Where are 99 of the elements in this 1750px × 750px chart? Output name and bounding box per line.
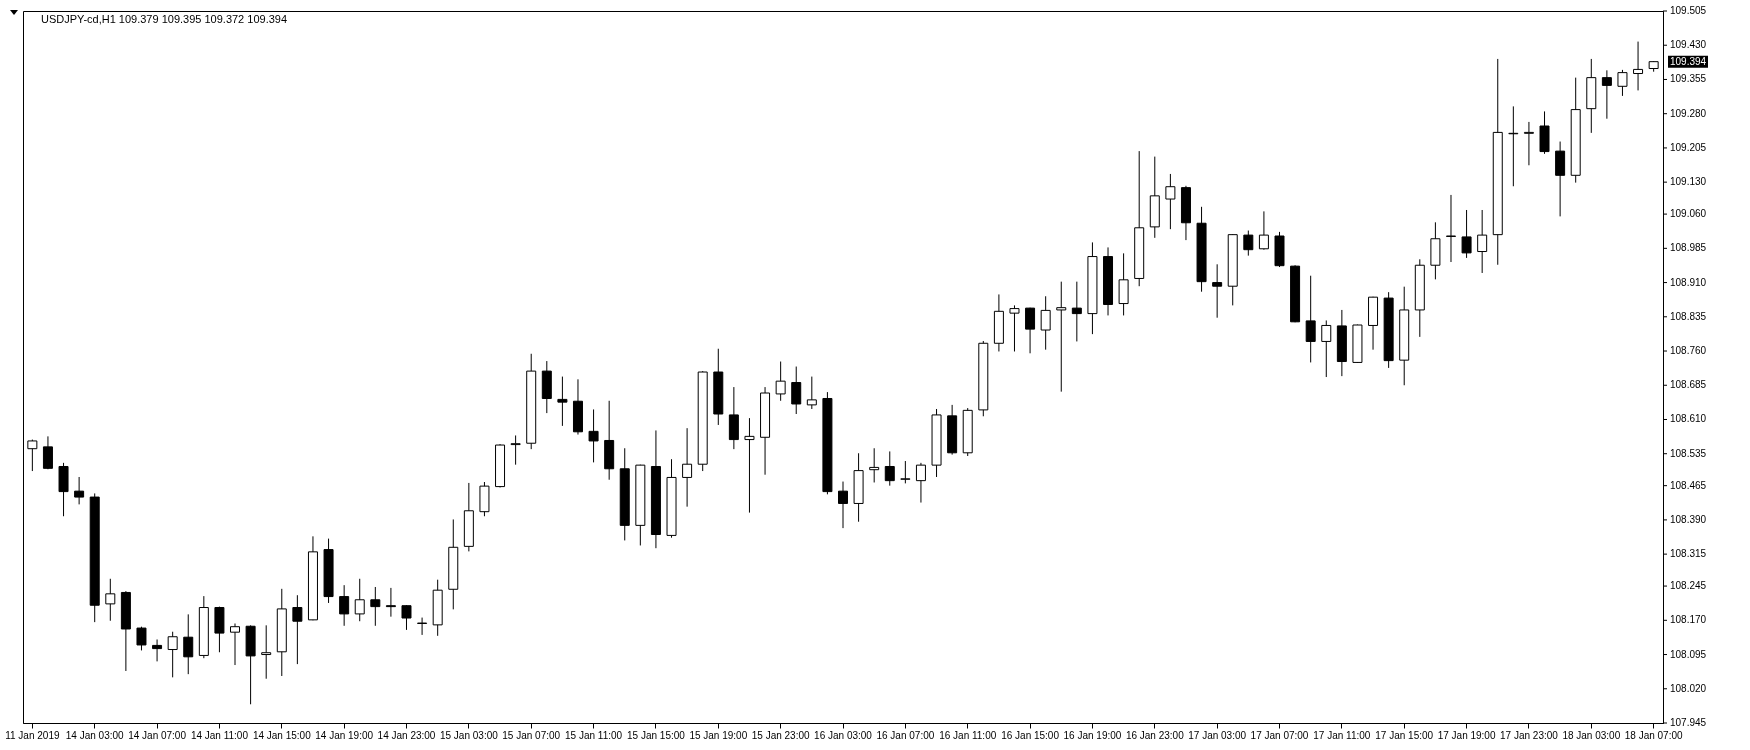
candlestick [1633,41,1644,91]
x-tick-label: 14 Jan 23:00 [377,729,436,741]
candlestick [230,623,241,666]
chart-title: USDJPY-cd,H1 109.379 109.395 109.372 109.394 [41,13,288,25]
candlestick [1212,263,1223,319]
candlestick [74,476,85,505]
candlestick [1445,194,1456,263]
y-tick-label: 107.945 [1670,717,1707,728]
candlestick [1321,319,1332,378]
x-tick-label: 14 Jan 19:00 [315,729,374,741]
x-tick-label: 14 Jan 03:00 [65,729,125,741]
candlestick [1071,281,1082,342]
y-tick-label: 108.390 [1670,513,1707,525]
x-tick-label: 17 Jan 11:00 [1313,729,1371,741]
candlestick [152,638,163,662]
candlestick [744,417,755,514]
y-tick-label: 108.985 [1670,242,1707,254]
y-tick-label: 108.760 [1670,345,1707,357]
x-tick-label: 11 Jan 2019 [5,729,60,741]
candlestick [806,376,817,410]
x-tick-label: 16 Jan 11:00 [939,729,997,741]
y-tick-label: 108.835 [1670,310,1707,322]
y-tick-label: 108.610 [1670,413,1707,425]
y-tick-label: 109.205 [1670,141,1707,153]
candlestick [510,434,521,466]
x-tick-label: 16 Jan 23:00 [1125,729,1185,741]
candlestick [183,613,194,675]
candlestick [884,450,895,487]
candlestick [1477,209,1488,274]
candlestick [791,366,802,415]
y-tick-label: 108.910 [1670,276,1707,288]
candlestick [1243,230,1254,257]
y-tick-label: 109.355 [1670,73,1707,85]
x-tick-label: 15 Jan 11:00 [565,729,623,741]
candlestick [588,408,599,463]
candlestick [401,604,412,631]
candlestick [838,481,848,529]
x-tick-label: 14 Jan 07:00 [128,729,187,741]
x-tick-label: 16 Jan 07:00 [876,729,935,741]
candlestick [105,578,116,622]
y-tick-label: 109.280 [1670,107,1707,119]
candlestick [261,624,272,680]
x-tick-label: 15 Jan 15:00 [627,729,686,741]
annotation: 109.394 [1670,55,1707,67]
candlestick [27,439,38,472]
candlestick [1258,210,1269,251]
x-tick-label: 15 Jan 23:00 [751,729,810,741]
x-tick-label: 15 Jan 03:00 [439,729,499,741]
y-tick-label: 108.535 [1670,447,1707,459]
candlestick [775,361,786,402]
candlestick [1461,209,1472,259]
candlestick [1617,69,1628,97]
candlestick [292,594,303,665]
candlestick [1056,281,1067,393]
x-tick-label: 16 Jan 03:00 [814,729,873,741]
y-tick-label: 109.130 [1670,176,1707,188]
candlestick [370,586,381,627]
y-tick-label: 108.170 [1670,614,1707,626]
x-tick-label: 17 Jan 23:00 [1500,729,1559,741]
x-tick-label: 17 Jan 07:00 [1250,729,1309,741]
y-tick-label: 108.465 [1670,479,1707,491]
x-tick-label: 17 Jan 03:00 [1188,729,1247,741]
candlestick [1118,252,1129,316]
candlestick [385,587,396,618]
candlestick [1025,307,1036,354]
x-tick-label: 18 Jan 03:00 [1562,729,1621,741]
x-tick-label: 16 Jan 19:00 [1063,729,1122,741]
x-tick-label: 15 Jan 07:00 [502,729,561,741]
y-tick-label: 108.685 [1670,379,1707,391]
candlestick [915,462,926,504]
candlestick [1009,304,1020,352]
y-tick-label: 109.060 [1670,208,1707,220]
x-tick-label: 17 Jan 19:00 [1437,729,1496,741]
candlestick [354,578,365,622]
y-tick-label: 109.430 [1670,39,1707,51]
x-tick-label: 17 Jan 15:00 [1375,729,1434,741]
x-tick-label: 16 Jan 15:00 [1001,729,1060,741]
y-tick-label: 108.245 [1670,580,1707,592]
candlestick [42,435,53,470]
candlestick [417,617,428,636]
candlestick [682,427,693,508]
candlestick [900,460,911,484]
candlestick [1305,275,1316,363]
x-tick-label: 18 Jan 07:00 [1624,729,1683,741]
y-tick-label: 108.020 [1670,682,1707,694]
x-tick-label: 14 Jan 15:00 [252,729,312,741]
x-tick-label: 15 Jan 19:00 [689,729,748,741]
y-tick-label: 108.315 [1670,548,1707,560]
x-tick-label: 14 Jan 11:00 [190,729,249,741]
candlestick [1601,69,1612,120]
candlestick [339,584,350,627]
candlestick [1040,295,1051,351]
y-tick-label: 108.095 [1670,648,1707,660]
y-tick-label: 109.505 [1670,5,1707,16]
candlestick [1523,121,1534,166]
candlestick [167,631,178,678]
candlestick [557,376,568,427]
candlestick [1165,173,1176,230]
candlestick [869,447,880,483]
